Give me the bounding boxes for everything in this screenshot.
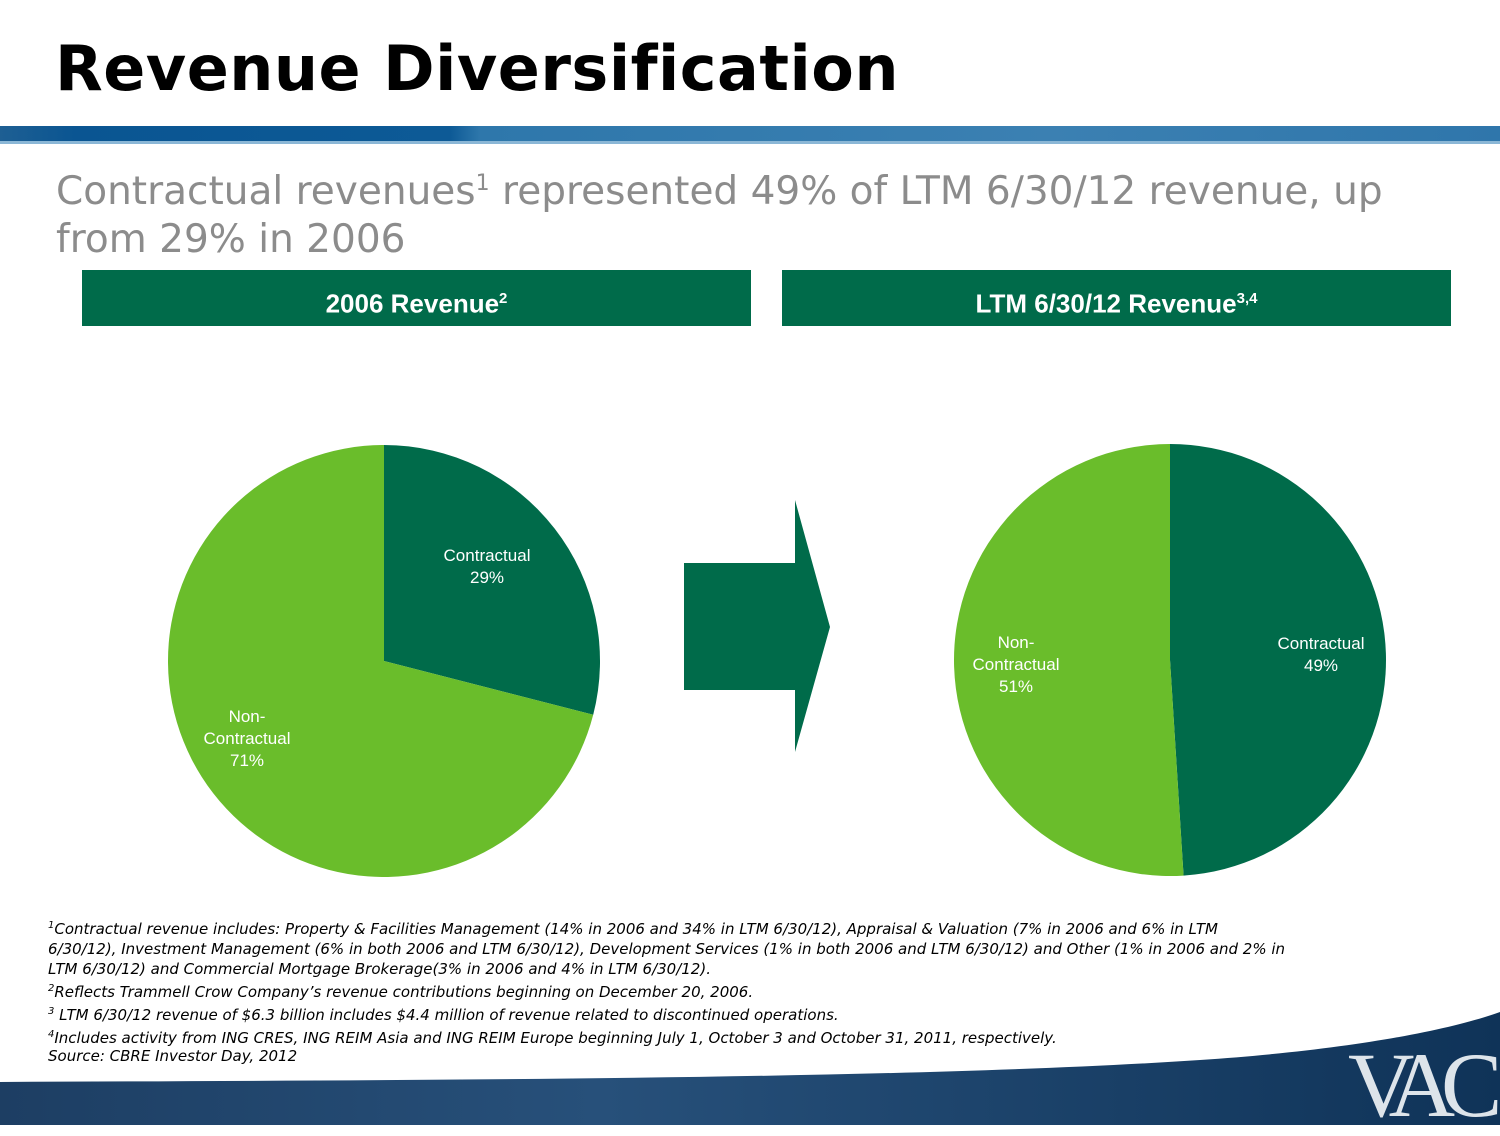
footnote: 2Reflects Trammell Crow Company’s revenu… bbox=[48, 979, 1288, 1002]
slice-label: Contractual bbox=[1277, 634, 1365, 653]
footnote-number: 1 bbox=[48, 920, 55, 931]
slice-label: Non- bbox=[997, 633, 1035, 652]
slice-label: Contractual bbox=[203, 729, 291, 748]
pie2-slice-non-contractual bbox=[953, 444, 1184, 877]
pie2-label-noncontractual: Non- Contractual 51% bbox=[946, 632, 1086, 698]
arrow-icon bbox=[684, 500, 830, 752]
footnote-ref: 3,4 bbox=[1236, 290, 1258, 307]
slice-value: 51% bbox=[998, 677, 1034, 696]
footnote-text: LTM 6/30/12 revenue of $6.3 billion incl… bbox=[54, 1006, 839, 1024]
footnote-text: Contractual revenue includes: Property &… bbox=[48, 920, 1286, 978]
footnote: 1Contractual revenue includes: Property … bbox=[48, 916, 1288, 979]
footnote-ref: 2 bbox=[499, 290, 508, 307]
footnote-text: Includes activity from ING CRES, ING REI… bbox=[54, 1029, 1057, 1047]
pie1-label-contractual: Contractual 29% bbox=[417, 545, 557, 589]
chart-title-ltm: LTM 6/30/12 Revenue3,4 bbox=[782, 270, 1451, 326]
chart-title-2006: 2006 Revenue2 bbox=[82, 270, 751, 326]
slide-subtitle: Contractual revenues1 represented 49% of… bbox=[56, 160, 1476, 264]
slice-label: Contractual bbox=[443, 546, 531, 565]
subtitle-text: represented 49% of LTM 6/30/12 revenue, … bbox=[56, 169, 1383, 262]
footnote-number: 2 bbox=[48, 983, 55, 994]
slice-label: Non- bbox=[228, 707, 266, 726]
pie1-slice-non-contractual bbox=[168, 445, 594, 877]
footnote-ref: 1 bbox=[475, 171, 490, 196]
footnote: 3 LTM 6/30/12 revenue of $6.3 billion in… bbox=[48, 1002, 1288, 1025]
header-band bbox=[0, 126, 1500, 144]
subtitle-text: Contractual revenues bbox=[56, 169, 476, 214]
pie1-label-noncontractual: Non- Contractual 71% bbox=[177, 706, 317, 772]
vac-logo: VAC bbox=[1348, 1034, 1500, 1136]
footnote: 4Includes activity from ING CRES, ING RE… bbox=[48, 1025, 1288, 1048]
slice-value: 49% bbox=[1303, 656, 1339, 675]
pie2-slice-contractual bbox=[1170, 444, 1386, 876]
slide-title: Revenue Diversification bbox=[55, 32, 900, 105]
slice-value: 71% bbox=[229, 751, 265, 770]
pie2-label-contractual: Contractual 49% bbox=[1251, 633, 1391, 677]
pie1-slice-contractual bbox=[384, 445, 600, 715]
slice-label: Contractual bbox=[972, 655, 1060, 674]
footnote-text: Reflects Trammell Crow Company’s revenue… bbox=[54, 983, 754, 1001]
chart-title-text: 2006 Revenue bbox=[325, 288, 500, 319]
footnote-number: 3 bbox=[48, 1006, 55, 1017]
footnotes: 1Contractual revenue includes: Property … bbox=[48, 916, 1288, 1048]
chart-title-text: LTM 6/30/12 Revenue bbox=[975, 288, 1237, 319]
slice-value: 29% bbox=[469, 568, 505, 587]
source-note: Source: CBRE Investor Day, 2012 bbox=[48, 1047, 298, 1065]
